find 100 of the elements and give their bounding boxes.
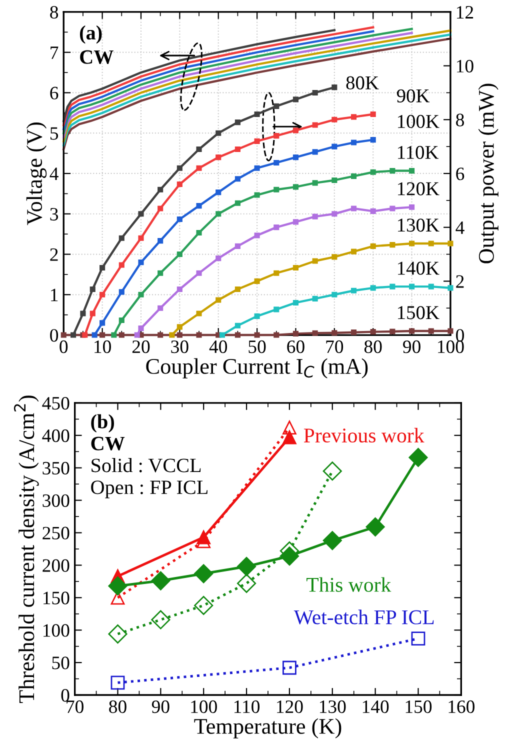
series-label: 100K: [398, 114, 440, 128]
point: [158, 305, 164, 311]
point: [138, 260, 144, 266]
point: [350, 330, 357, 336]
point: [176, 216, 182, 222]
y-tick-label: 2: [50, 248, 58, 261]
x-tick-label: 70: [66, 700, 84, 714]
y-tick-label: 300: [42, 494, 70, 507]
point: [390, 328, 396, 334]
point: [274, 332, 280, 338]
point: [332, 292, 338, 298]
point: [118, 262, 124, 268]
point: [370, 329, 376, 335]
y2-tick-label: 8: [456, 114, 464, 126]
point: [370, 137, 376, 143]
annotation: CW: [80, 50, 114, 64]
x-tick-label: 110: [234, 700, 260, 714]
series-label: 110K: [398, 146, 439, 159]
point: [254, 232, 260, 238]
x-tick-label: 140: [362, 700, 389, 714]
point: [234, 176, 240, 182]
point: [274, 270, 280, 276]
y-tick-label: 400: [42, 429, 70, 442]
y-tick-label: 100: [43, 624, 70, 637]
point: [312, 214, 318, 220]
point: [138, 211, 144, 217]
point: [409, 284, 415, 290]
point: [236, 574, 256, 593]
point: [234, 146, 240, 152]
point: [312, 258, 318, 264]
point: [176, 165, 182, 171]
point: [370, 208, 376, 214]
point: [80, 310, 86, 316]
x-tick-label: 70: [326, 340, 344, 354]
point: [312, 330, 318, 336]
point: [390, 168, 396, 174]
point: [254, 165, 260, 171]
y-tick-label: 4: [50, 168, 58, 180]
point: [158, 186, 164, 192]
x-tick-label: 30: [171, 340, 188, 354]
y-axis-title: Voltage (V): [26, 122, 47, 226]
y-tick-label: 5: [50, 127, 58, 140]
point: [428, 240, 434, 246]
point: [176, 181, 182, 188]
x-tick-label: 120: [277, 700, 303, 714]
x-tick-label: 50: [248, 340, 266, 354]
point: [216, 211, 222, 217]
point: [350, 248, 357, 254]
point: [216, 130, 222, 136]
annotation: Open : FP ICL: [91, 480, 208, 498]
y-tick-label: 450: [42, 396, 70, 410]
point: [234, 322, 240, 328]
x-tick-label: 10: [94, 340, 111, 354]
point: [350, 114, 357, 120]
point: [100, 320, 106, 326]
point: [169, 332, 175, 338]
point: [332, 211, 338, 217]
point: [196, 146, 202, 152]
point: [254, 332, 260, 338]
series-label: Wet-etch FP ICL: [294, 610, 434, 624]
point: [90, 310, 96, 316]
point: [312, 296, 318, 302]
point: [282, 660, 296, 675]
point: [118, 317, 124, 323]
series-label: 140K: [398, 262, 440, 275]
point: [254, 111, 260, 118]
point: [292, 300, 299, 306]
y-tick-label: 3: [50, 208, 58, 221]
point: [176, 332, 182, 338]
point: [60, 332, 66, 338]
y-tick-label: 50: [52, 656, 70, 670]
point: [108, 576, 128, 596]
point: [274, 160, 280, 166]
point: [292, 219, 299, 225]
point: [408, 448, 428, 467]
x-tick-label: 160: [448, 700, 474, 714]
point: [176, 324, 182, 330]
point: [151, 571, 170, 590]
point: [158, 332, 164, 338]
series-label: This work: [306, 577, 392, 592]
point: [332, 330, 338, 336]
y2-axis-title: Output power (mW): [478, 84, 498, 264]
point: [322, 531, 342, 550]
point: [196, 165, 202, 171]
y2-tick-label: 4: [456, 222, 464, 234]
y-tick-label: 250: [42, 526, 70, 540]
point: [332, 84, 338, 90]
point: [332, 144, 338, 150]
point: [234, 120, 240, 126]
point: [216, 190, 222, 196]
point: [70, 332, 76, 338]
point: [370, 243, 376, 249]
point: [332, 254, 338, 260]
point: [196, 270, 202, 276]
point: [134, 332, 140, 338]
annotation: Solid : VCCL: [92, 458, 201, 472]
point: [234, 200, 240, 206]
point: [312, 122, 318, 128]
point: [370, 285, 376, 291]
point: [350, 288, 357, 294]
